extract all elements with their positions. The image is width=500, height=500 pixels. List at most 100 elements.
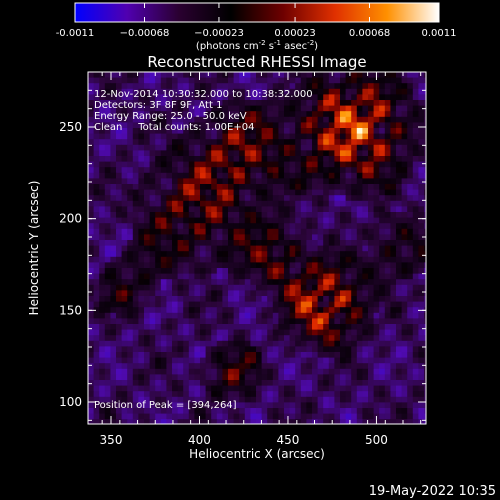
heatmap-cell [183, 340, 190, 347]
heatmap-cell [289, 273, 296, 280]
heatmap-cell [373, 346, 380, 353]
heatmap-cell [345, 301, 352, 308]
heatmap-cell [300, 245, 307, 252]
heatmap-cell [250, 111, 257, 118]
heatmap-cell [362, 128, 369, 134]
heatmap-cell [239, 217, 246, 224]
heatmap-cell [328, 206, 335, 213]
heatmap-cell [132, 256, 139, 263]
heatmap-cell [412, 200, 419, 207]
heatmap-cell [300, 189, 307, 196]
heatmap-cell [362, 72, 369, 78]
heatmap-cell [99, 228, 106, 235]
heatmap-cell [295, 402, 302, 409]
heatmap-cell [379, 139, 386, 146]
heatmap-cell [239, 150, 246, 157]
heatmap-cell [390, 161, 397, 168]
heatmap-cell [160, 189, 167, 196]
heatmap-cell [295, 419, 302, 424]
heatmap-cell [216, 380, 223, 386]
heatmap-cell [317, 340, 324, 347]
heatmap-cell [323, 268, 330, 274]
heatmap-cell [334, 206, 341, 213]
heatmap-cell [284, 128, 290, 134]
heatmap-cell [222, 312, 229, 319]
heatmap-cell [256, 228, 262, 235]
heatmap-cell [284, 72, 290, 78]
heatmap-cell [211, 385, 218, 392]
heatmap-cell [278, 128, 285, 134]
heatmap-cell [323, 100, 330, 106]
heatmap-cell [166, 184, 173, 190]
heatmap-cell [93, 156, 100, 162]
heatmap-cell [127, 245, 134, 252]
heatmap-cell [211, 167, 218, 174]
heatmap-cell [261, 296, 268, 302]
heatmap-cell [272, 184, 279, 190]
heatmap-cell [250, 77, 257, 84]
heatmap-cell [138, 251, 145, 258]
heatmap-cell [278, 413, 285, 420]
heatmap-cell [323, 245, 330, 252]
heatmap-cell [132, 228, 139, 235]
heatmap-cell [356, 212, 363, 218]
heatmap-cell [200, 94, 206, 101]
heatmap-cell [284, 385, 290, 392]
heatmap-cell [295, 329, 302, 336]
heatmap-cell [256, 206, 262, 213]
heatmap-cell [200, 374, 206, 381]
heatmap-cell [340, 189, 346, 196]
heatmap-cell [144, 273, 150, 280]
heatmap-cell [278, 318, 285, 325]
heatmap-cell [345, 245, 352, 252]
heatmap-cell [362, 273, 369, 280]
heatmap-cell [418, 391, 425, 398]
heatmap-cell [345, 88, 352, 95]
heatmap-cell [188, 296, 195, 302]
heatmap-cell [256, 284, 262, 291]
heatmap-cell [424, 251, 426, 258]
heatmap-cell [323, 161, 330, 168]
heatmap-cell [177, 335, 184, 342]
heatmap-cell [188, 133, 195, 140]
heatmap-cell [166, 396, 173, 403]
heatmap-cell [239, 346, 246, 353]
heatmap-cell [228, 262, 234, 269]
heatmap-cell [144, 212, 150, 218]
heatmap-cell [373, 408, 380, 414]
heatmap-cell [356, 122, 363, 129]
heatmap-cell [418, 234, 425, 241]
heatmap-cell [250, 396, 257, 403]
heatmap-cell [205, 133, 212, 140]
heatmap-cell [222, 144, 229, 151]
heatmap-cell [121, 156, 128, 162]
heatmap-cell [228, 245, 234, 252]
heatmap-cell [104, 189, 111, 196]
heatmap-cell [166, 279, 173, 286]
heatmap-cell [261, 290, 268, 297]
heatmap-cell [200, 357, 206, 364]
heatmap-cell [233, 251, 240, 258]
heatmap-cell [289, 150, 296, 157]
heatmap-cell [138, 391, 145, 398]
heatmap-cell [379, 88, 386, 95]
heatmap-cell [401, 105, 408, 112]
heatmap-cell [418, 312, 425, 319]
heatmap-cell [384, 268, 391, 274]
heatmap-cell [104, 284, 111, 291]
heatmap-cell [356, 290, 363, 297]
heatmap-cell [401, 133, 408, 140]
heatmap-cell [401, 296, 408, 302]
heatmap-cell [295, 178, 302, 185]
heatmap-cell [239, 262, 246, 269]
heatmap-cell [256, 262, 262, 269]
heatmap-cell [205, 335, 212, 342]
heatmap-cell [116, 184, 122, 190]
heatmap-cell [132, 318, 139, 325]
heatmap-cell [384, 116, 391, 123]
heatmap-cell [188, 413, 195, 420]
heatmap-cell [149, 318, 156, 325]
heatmap-cell [306, 413, 313, 420]
heatmap-cell [306, 396, 313, 403]
